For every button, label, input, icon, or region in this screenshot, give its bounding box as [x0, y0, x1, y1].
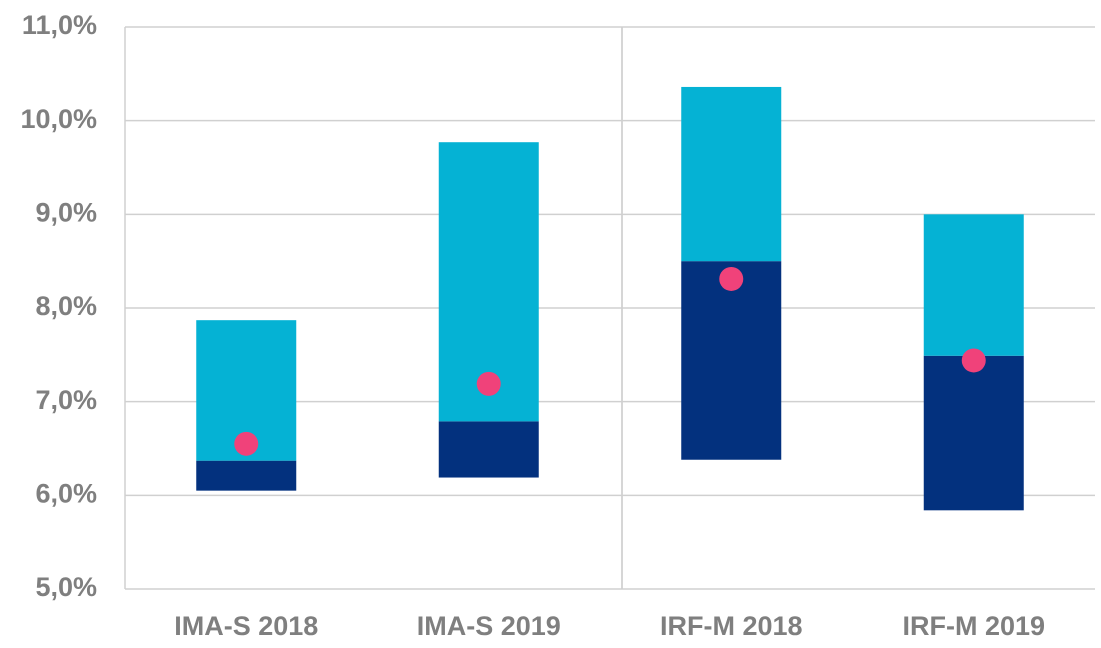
- y-tick-label: 8,0%: [35, 291, 97, 321]
- y-tick-label: 11,0%: [22, 10, 97, 40]
- bar-base: [439, 478, 539, 589]
- x-tick-label: IRF-M 2019: [902, 611, 1045, 641]
- bar-base: [681, 460, 781, 589]
- marker-dot: [961, 348, 986, 373]
- y-tick-label: 9,0%: [35, 197, 97, 227]
- bar-segment: [923, 355, 1024, 511]
- bar-segment: [681, 86, 782, 262]
- x-tick-label: IMA-S 2019: [417, 611, 561, 641]
- y-tick-label: 10,0%: [20, 104, 97, 134]
- bar-segment: [681, 261, 782, 460]
- x-tick-label: IRF-M 2018: [660, 611, 803, 641]
- bar-base: [196, 491, 296, 589]
- marker-dot: [234, 431, 259, 456]
- bar-segment: [923, 214, 1024, 356]
- y-tick-label: 7,0%: [35, 385, 97, 415]
- bar-base: [924, 510, 1024, 589]
- x-tick-label: IMA-S 2018: [174, 611, 318, 641]
- marker-dot: [719, 266, 744, 291]
- y-tick-label: 6,0%: [35, 478, 97, 508]
- y-tick-label: 5,0%: [35, 572, 97, 602]
- marker-dot: [476, 371, 501, 396]
- bar-segment: [196, 460, 297, 491]
- bar-segment: [438, 421, 539, 478]
